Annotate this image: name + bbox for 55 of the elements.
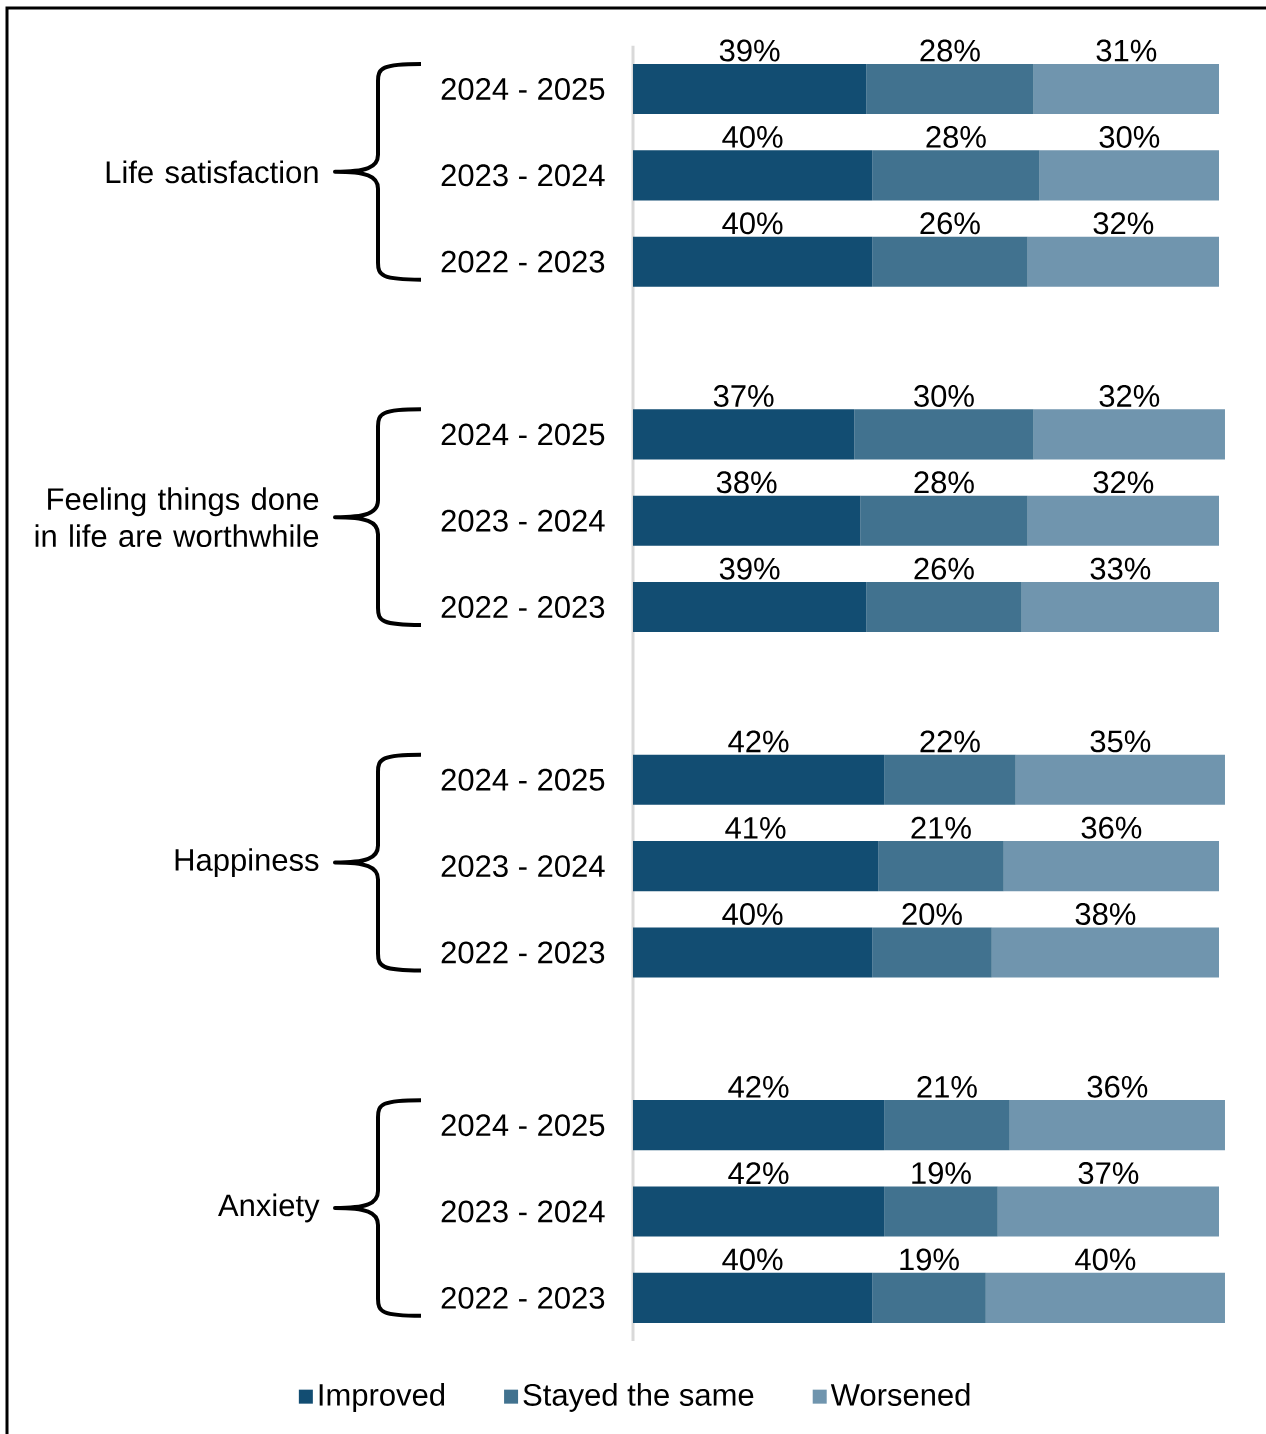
data-label: 38% (716, 471, 777, 494)
legend-label: Worsened (830, 1383, 970, 1406)
data-label: 36% (1087, 1075, 1148, 1098)
y-tick-label: 2023 - 2024 (441, 164, 605, 187)
data-label: 35% (1090, 730, 1151, 753)
legend-label: Stayed the same (523, 1383, 754, 1412)
data-label: 33% (1090, 557, 1151, 580)
data-label: 30% (1099, 125, 1160, 148)
data-label: 42% (728, 1162, 789, 1185)
data-label: 42% (728, 730, 789, 753)
data-label: 32% (1093, 471, 1154, 494)
data-label: 26% (914, 557, 974, 580)
y-tick-label: 2024 - 2025 (441, 423, 605, 446)
data-label: 22% (920, 730, 980, 753)
data-label: 37% (713, 385, 774, 407)
data-label: 19% (900, 1248, 959, 1271)
text: Anxiety (218, 1193, 320, 1223)
data-label: 28% (914, 471, 974, 494)
data-label: 38% (1075, 903, 1136, 926)
y-tick-label: 2022 - 2023 (441, 941, 605, 964)
data-label: 30% (914, 385, 974, 407)
data-label: 40% (722, 903, 783, 926)
y-tick-label: 2024 - 2025 (441, 768, 605, 791)
data-label: 32% (1099, 385, 1160, 407)
data-label: 39% (719, 557, 780, 580)
y-tick-label: 2023 - 2024 (441, 855, 605, 878)
data-label: 39% (719, 39, 780, 62)
data-label: 42% (728, 1075, 789, 1098)
y-tick-label: 2022 - 2023 (441, 250, 605, 273)
y-tick-label: 2022 - 2023 (441, 596, 605, 619)
data-label: 32% (1093, 212, 1154, 235)
data-label: 20% (902, 903, 962, 926)
y-tick-label: 2024 - 2025 (441, 78, 605, 100)
data-label: 28% (926, 125, 986, 148)
data-label: 26% (920, 212, 980, 235)
data-label: 40% (722, 1248, 783, 1271)
legend-label: Improved (319, 1383, 445, 1412)
data-label: 36% (1081, 816, 1142, 839)
data-label: 40% (722, 125, 783, 148)
data-label: 19% (912, 1162, 971, 1185)
data-label: 21% (911, 816, 971, 839)
y-tick-label: 2024 - 2025 (441, 1114, 605, 1137)
data-label: 28% (920, 39, 980, 62)
data-label: 41% (725, 816, 786, 839)
text: Happiness (175, 848, 319, 878)
data-label: 31% (1096, 39, 1157, 62)
y-tick-label: 2023 - 2024 (441, 509, 605, 532)
data-label: 40% (1075, 1248, 1136, 1271)
y-tick-label: 2022 - 2023 (441, 1286, 605, 1309)
data-label: 40% (722, 212, 783, 235)
data-label: 37% (1078, 1162, 1139, 1185)
text: Feeling things done in life are worthwhile (35, 487, 319, 548)
y-tick-label: 2023 - 2024 (441, 1200, 605, 1223)
text: Life satisfaction (106, 160, 318, 184)
data-label: 21% (917, 1075, 977, 1098)
